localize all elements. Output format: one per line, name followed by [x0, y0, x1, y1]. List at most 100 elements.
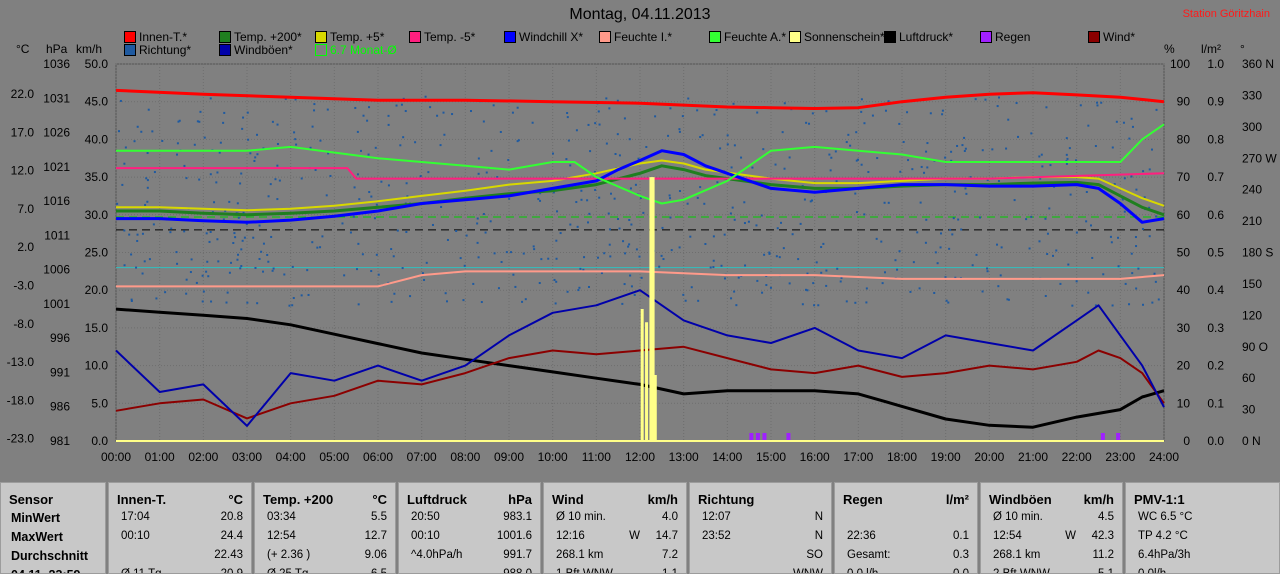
- direction-point: [678, 190, 681, 193]
- direction-point: [628, 138, 631, 141]
- direction-point: [531, 121, 534, 124]
- direction-point: [638, 255, 641, 258]
- direction-point: [425, 261, 428, 264]
- direction-point: [366, 119, 369, 122]
- direction-point: [294, 98, 297, 101]
- direction-point: [354, 106, 357, 109]
- direction-point: [392, 255, 395, 258]
- table-row: ^4.0hPa/h 991.7: [399, 549, 540, 567]
- series-line: [115, 289, 1165, 427]
- direction-point: [720, 264, 723, 267]
- cell-label: 00:10: [411, 530, 440, 542]
- x-tick-label: 09:00: [494, 450, 524, 464]
- direction-point: [756, 111, 759, 114]
- direction-point: [712, 259, 715, 262]
- direction-point: [713, 113, 716, 116]
- direction-point: [341, 222, 344, 225]
- direction-point: [237, 253, 240, 256]
- direction-point: [427, 171, 430, 174]
- direction-point: [804, 288, 807, 291]
- direction-point: [240, 172, 243, 175]
- direction-point: [1094, 304, 1097, 307]
- direction-point: [276, 164, 279, 167]
- legend-item: Richtung*: [124, 43, 191, 57]
- direction-point: [161, 139, 164, 142]
- legend-label: Temp. -5*: [424, 30, 476, 44]
- direction-point: [840, 276, 843, 279]
- column-unit: km/h: [647, 492, 678, 507]
- direction-point: [1155, 215, 1158, 218]
- legend-item: Temp. +5*: [315, 30, 384, 44]
- hpa-tick-label: 991: [50, 365, 70, 379]
- cell-value: 20.8: [220, 511, 243, 523]
- table-row: Durchschnitt: [1, 549, 105, 567]
- direction-point: [559, 232, 562, 235]
- direction-point: [254, 156, 257, 159]
- legend-swatch: [504, 31, 516, 43]
- direction-point: [661, 226, 664, 229]
- direction-point: [256, 133, 259, 136]
- direction-point: [776, 227, 779, 230]
- direction-point: [830, 156, 833, 159]
- series-line: [115, 88, 1165, 110]
- direction-point: [1148, 235, 1151, 238]
- direction-point: [583, 256, 586, 259]
- direction-point: [406, 195, 409, 198]
- cell-mid: W: [1065, 530, 1076, 542]
- direction-point: [812, 282, 815, 285]
- direction-point: [325, 194, 328, 197]
- x-tick-label: 24:00: [1149, 450, 1179, 464]
- direction-point: [788, 156, 791, 159]
- direction-point: [1135, 287, 1138, 290]
- direction-point: [136, 239, 139, 242]
- direction-point: [124, 146, 127, 149]
- direction-point: [1025, 218, 1028, 221]
- direction-point: [446, 238, 449, 241]
- direction-point: [237, 216, 240, 219]
- direction-point: [712, 235, 715, 238]
- table-row: 988.0: [399, 568, 540, 573]
- cell-value: 0.3: [953, 549, 969, 561]
- cell-label: Gesamt:: [847, 549, 891, 561]
- legend-label: Feuchte I.*: [614, 30, 673, 44]
- cell-label: 20:50: [411, 511, 440, 523]
- direction-point: [768, 251, 771, 254]
- direction-point: [835, 180, 838, 183]
- direction-point: [939, 246, 942, 249]
- direction-point: [1044, 217, 1047, 220]
- direction-point: [1111, 146, 1114, 149]
- lm2-tick-label: 0.1: [1207, 396, 1224, 410]
- direction-point: [645, 145, 648, 148]
- celsius-tick-label: -8.0: [13, 317, 34, 331]
- direction-point: [482, 120, 485, 123]
- direction-point: [283, 273, 286, 276]
- lm2-tick-label: 0.2: [1207, 359, 1224, 373]
- direction-point: [500, 260, 503, 263]
- direction-point: [1005, 147, 1008, 150]
- direction-point: [201, 300, 204, 303]
- direction-point: [1041, 165, 1044, 168]
- direction-point: [580, 198, 583, 201]
- degree-tick-label: 150: [1242, 277, 1262, 291]
- cell-value: 1001.6: [496, 530, 532, 542]
- direction-point: [565, 158, 568, 161]
- direction-point: [854, 192, 857, 195]
- direction-point: [817, 304, 820, 307]
- direction-point: [587, 285, 590, 288]
- kmh-tick-label: 50.0: [85, 57, 109, 71]
- direction-point: [822, 242, 825, 245]
- direction-point: [803, 198, 806, 201]
- direction-point: [353, 186, 356, 189]
- x-tick-label: 22:00: [1062, 450, 1092, 464]
- direction-point: [996, 243, 999, 246]
- cell-value: 1.1: [662, 568, 678, 574]
- table-row: 23:52 N: [690, 530, 831, 548]
- direction-point: [539, 192, 542, 195]
- direction-point: [616, 218, 619, 221]
- direction-point: [1113, 183, 1116, 186]
- direction-point: [881, 282, 884, 285]
- direction-point: [971, 264, 974, 267]
- direction-point: [1046, 253, 1049, 256]
- direction-point: [252, 236, 255, 239]
- direction-point: [941, 113, 944, 116]
